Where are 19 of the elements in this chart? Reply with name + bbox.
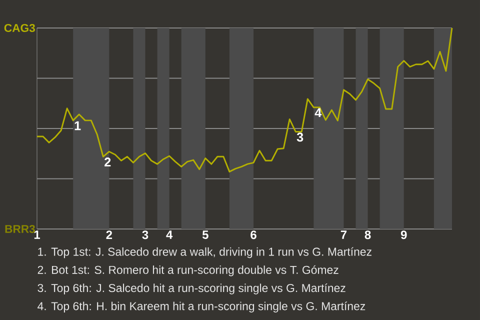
- text: BRR3: [5, 224, 35, 234]
- x-tick-label: 9: [400, 230, 407, 240]
- x-tick-label: 5: [202, 230, 208, 239]
- text: 3. Top 6th: J. Salcedo hit a run-scoring single vs G. Martínez: [38, 284, 346, 294]
- text: 2. Bot 1st: S. Romero hit a run-scoring double vs T. Gómez: [38, 265, 338, 276]
- x-tick-label: 3: [142, 230, 148, 240]
- x-tick-label: 7: [340, 230, 347, 239]
- x-tick-label: 1: [34, 230, 40, 239]
- annotation: 4: [314, 108, 322, 118]
- annotation: 3: [296, 132, 304, 142]
- annotation: 1: [74, 121, 81, 130]
- text: 1. Top 1st: J. Salcedo drew a walk, driving in 1 run vs G. Martínez: [38, 247, 372, 258]
- x-tick-label: 8: [364, 230, 371, 240]
- text: CAG3: [4, 24, 35, 32]
- x-tick-label: 6: [250, 230, 256, 240]
- text: 4. Top 6th: H. bin Kareem hit a run-scoring single vs G. Martínez: [38, 302, 366, 312]
- x-tick-label: 2: [106, 230, 112, 239]
- x-tick-label: 4: [166, 230, 173, 239]
- annotation: 2: [104, 158, 111, 166]
